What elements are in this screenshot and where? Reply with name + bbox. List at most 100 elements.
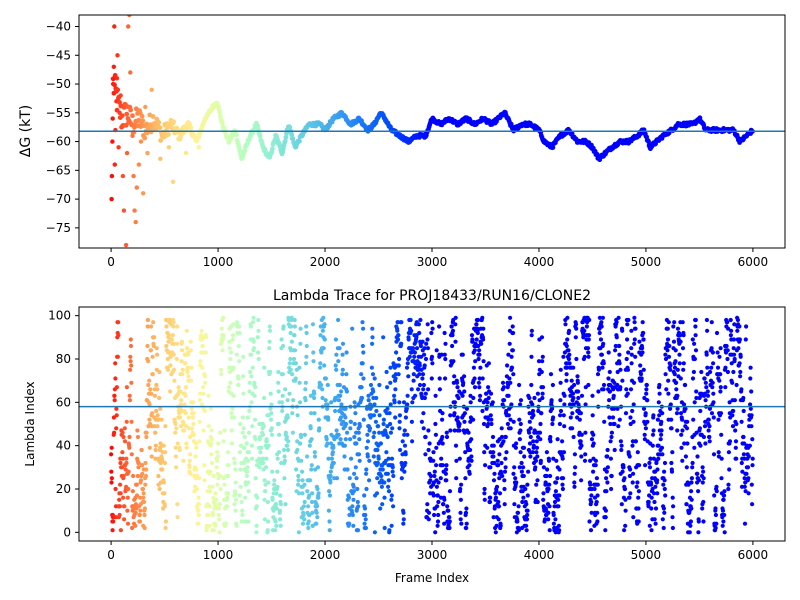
bottom-data-point xyxy=(629,352,634,357)
top-data-point xyxy=(119,113,125,119)
bottom-data-point xyxy=(310,322,316,327)
bottom-data-point xyxy=(164,343,169,349)
bottom-data-point xyxy=(578,439,583,444)
bottom-data-point xyxy=(669,460,674,466)
bottom-data-point xyxy=(196,521,201,526)
bottom-data-point xyxy=(722,489,727,494)
bottom-data-point xyxy=(315,515,320,520)
bottom-data-point xyxy=(275,456,280,461)
top-data-point xyxy=(242,148,248,154)
bottom-data-point xyxy=(701,499,706,505)
bottom-data-point xyxy=(726,486,731,492)
bottom-data-point xyxy=(496,463,501,468)
bottom-data-point xyxy=(272,482,277,487)
bottom-data-point xyxy=(434,445,439,450)
top-data-point xyxy=(116,94,122,100)
bottom-data-point xyxy=(403,415,408,420)
bottom-data-point xyxy=(318,361,323,366)
bottom-data-point xyxy=(660,452,665,457)
bottom-data-point xyxy=(426,517,431,522)
bottom-data-point xyxy=(401,517,406,522)
bottom-data-point xyxy=(530,450,535,455)
bottom-data-point xyxy=(337,382,342,388)
bottom-data-point xyxy=(612,447,617,453)
bottom-data-point xyxy=(183,361,188,366)
bottom-data-point xyxy=(571,395,576,401)
bottom-data-point xyxy=(407,354,412,359)
bottom-data-point xyxy=(564,378,569,383)
bottom-data-point xyxy=(136,460,141,466)
bottom-data-point xyxy=(637,463,642,468)
bottom-data-point xyxy=(112,430,117,435)
bottom-data-point xyxy=(747,443,753,448)
bottom-data-point xyxy=(524,528,529,533)
bottom-data-point xyxy=(325,402,330,407)
bottom-data-point xyxy=(696,478,702,483)
bottom-data-point xyxy=(201,391,206,396)
bottom-data-point xyxy=(201,428,206,433)
bottom-data-point xyxy=(325,406,330,411)
bottom-data-point xyxy=(310,510,315,515)
bottom-data-point xyxy=(140,463,145,468)
bottom-data-point xyxy=(733,428,738,433)
bottom-data-point xyxy=(402,432,407,437)
bottom-data-point xyxy=(237,450,242,455)
bottom-data-point xyxy=(741,395,746,401)
bottom-data-point xyxy=(739,387,744,392)
bottom-data-point xyxy=(409,419,414,424)
bottom-data-point xyxy=(647,465,653,470)
bottom-data-point xyxy=(406,337,411,342)
bottom-data-point xyxy=(231,365,236,370)
bottom-data-point xyxy=(657,413,662,418)
bottom-data-point xyxy=(719,456,724,461)
bottom-data-point xyxy=(300,469,305,474)
bottom-data-point xyxy=(302,517,307,522)
bottom-data-point xyxy=(524,523,529,528)
bottom-data-point xyxy=(477,352,482,357)
bottom-data-point xyxy=(113,486,118,492)
bottom-data-point xyxy=(501,439,506,444)
bottom-data-point xyxy=(351,523,356,528)
bottom-data-point xyxy=(482,491,487,496)
bottom-data-point xyxy=(252,393,257,398)
bottom-data-point xyxy=(722,530,727,535)
bottom-data-point xyxy=(279,460,284,466)
bottom-data-point xyxy=(737,324,742,329)
bottom-data-point xyxy=(247,408,252,414)
bottom-data-point xyxy=(197,419,202,424)
bottom-data-point xyxy=(466,430,471,435)
bottom-data-point xyxy=(644,382,649,388)
bottom-data-point xyxy=(616,424,621,429)
bottom-data-point xyxy=(474,337,479,342)
top-data-point xyxy=(196,145,201,150)
bottom-data-point xyxy=(137,512,142,518)
bottom-data-point xyxy=(618,367,623,372)
bottom-data-point xyxy=(125,521,131,526)
bottom-data-point xyxy=(705,389,710,394)
bottom-data-point xyxy=(732,322,737,327)
bottom-data-point xyxy=(375,476,380,481)
bottom-data-point xyxy=(350,504,355,509)
bottom-data-point xyxy=(557,421,563,427)
bottom-data-point xyxy=(334,476,340,481)
bottom-data-point xyxy=(611,393,616,398)
bottom-data-point xyxy=(304,354,309,359)
bottom-data-point xyxy=(535,499,540,505)
bottom-data-point xyxy=(389,523,394,528)
bottom-data-point xyxy=(202,478,207,483)
bottom-data-point xyxy=(492,471,497,476)
bottom-data-point xyxy=(396,333,401,338)
bottom-data-point xyxy=(571,365,576,370)
bottom-data-point xyxy=(486,385,491,390)
bottom-data-point xyxy=(510,330,516,336)
bottom-data-point xyxy=(567,361,572,366)
bottom-data-point xyxy=(558,398,563,403)
bottom-data-point xyxy=(151,320,156,325)
bottom-data-point xyxy=(440,411,445,416)
bottom-data-point xyxy=(653,506,659,511)
bottom-data-point xyxy=(663,356,669,362)
bottom-data-point xyxy=(451,380,456,385)
bottom-data-point xyxy=(693,348,699,353)
bottom-data-point xyxy=(433,432,438,437)
bottom-data-point xyxy=(278,493,283,498)
